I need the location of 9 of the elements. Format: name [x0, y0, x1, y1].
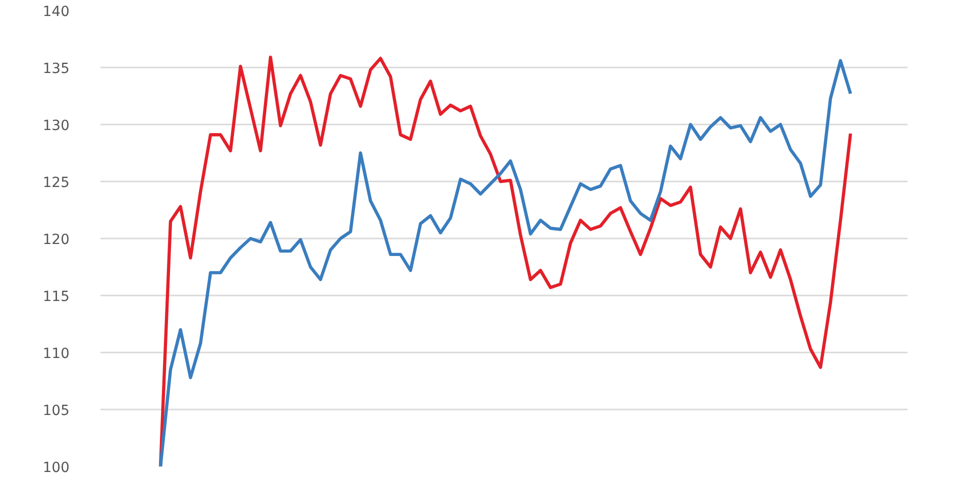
y-tick-label: 135: [42, 61, 70, 77]
y-tick-label: 120: [42, 232, 70, 248]
y-tick-label: 140: [42, 4, 70, 20]
y-tick-label: 130: [42, 118, 70, 134]
y-tick-label: 125: [42, 175, 70, 191]
y-tick-label: 115: [42, 289, 70, 305]
y-tick-label: 110: [42, 346, 70, 362]
y-tick-label: 105: [42, 403, 70, 419]
y-tick-label: 100: [42, 460, 70, 476]
